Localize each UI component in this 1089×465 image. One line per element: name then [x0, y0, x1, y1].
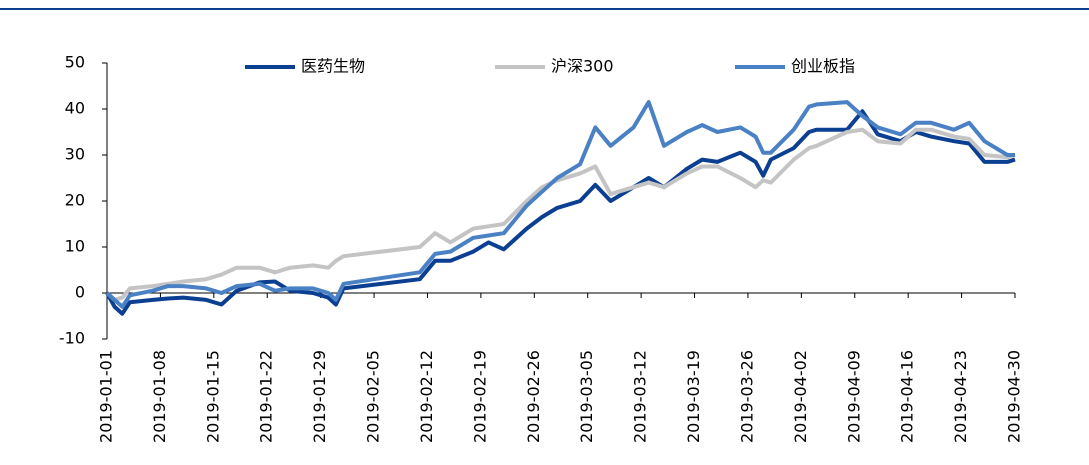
legend-label: 沪深300 — [551, 57, 614, 76]
x-tick-label: 2019-03-12 — [631, 350, 650, 443]
x-tick-label: 2019-03-26 — [737, 350, 756, 443]
x-tick-label: 2019-01-22 — [257, 350, 276, 443]
x-tick-label: 2019-04-09 — [844, 350, 863, 443]
x-tick-label: 2019-01-08 — [150, 350, 169, 443]
x-tick-label: 2019-02-12 — [417, 350, 436, 443]
y-tick-label: 0 — [75, 283, 85, 302]
x-tick-label: 2019-02-26 — [524, 350, 543, 443]
y-tick-label: -10 — [59, 329, 85, 348]
x-tick-label: 2019-02-19 — [470, 350, 489, 443]
legend-label: 医药生物 — [301, 57, 365, 76]
x-tick-label: 2019-03-05 — [577, 350, 596, 443]
series-line — [105, 100, 1015, 309]
x-tick-label: 2019-04-30 — [1005, 350, 1024, 443]
y-tick-label: 30 — [65, 145, 85, 164]
series-line — [105, 127, 1016, 302]
x-tick-label: 2019-04-23 — [951, 350, 970, 443]
y-tick-label: 20 — [65, 191, 85, 210]
legend-label: 创业板指 — [791, 57, 855, 76]
x-tick-label: 2019-02-05 — [364, 350, 383, 443]
x-tick-label: 2019-04-16 — [898, 350, 917, 443]
x-tick-label: 2019-03-19 — [684, 350, 703, 443]
y-tick-label: 40 — [65, 99, 85, 118]
y-tick-label: 10 — [65, 237, 85, 256]
x-tick-label: 2019-01-29 — [310, 350, 329, 443]
y-tick-label: 50 — [65, 53, 85, 72]
x-tick-label: 2019-01-15 — [203, 350, 222, 443]
x-tick-label: 2019-01-01 — [97, 350, 116, 443]
x-tick-label: 2019-04-02 — [791, 350, 810, 443]
